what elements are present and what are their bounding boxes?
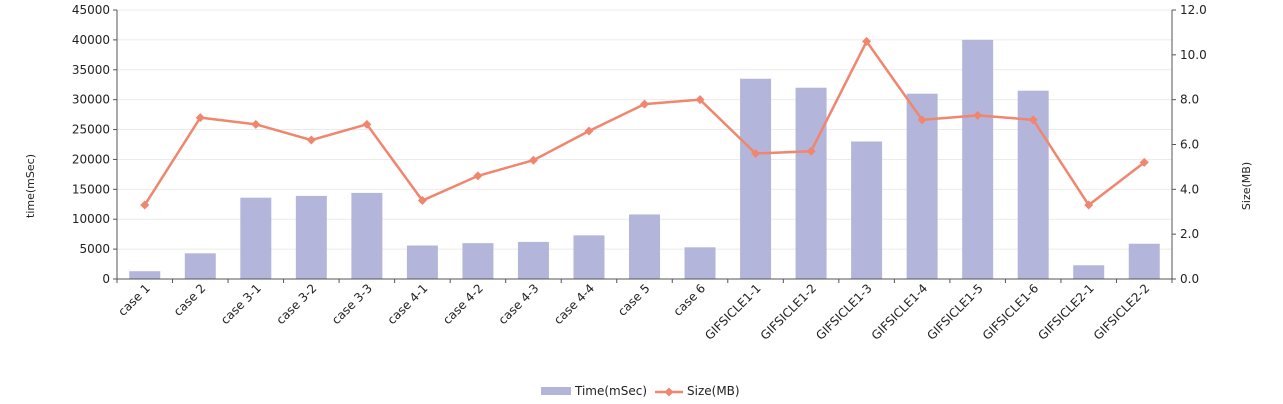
- size-line-path: [143, 38, 1145, 207]
- left-tick-label-2: 10000: [72, 212, 110, 226]
- x-tick-label-13: GIFSICLE1-3: [813, 281, 874, 342]
- x-tick-label-8: case 4-4: [551, 281, 597, 327]
- bar-2: [240, 197, 272, 279]
- bar-17: [1073, 265, 1105, 279]
- legend-label-size: Size(MB): [687, 384, 740, 398]
- size-point-10: [695, 95, 705, 105]
- left-tick-label-7: 35000: [72, 63, 110, 77]
- bar-series-time: [129, 39, 1160, 280]
- size-point-7: [528, 155, 538, 165]
- gridlines: [117, 9, 1172, 280]
- bar-15: [962, 39, 994, 280]
- bar-1: [184, 253, 216, 279]
- bar-13: [851, 141, 883, 279]
- legend-swatch-size-marker: [664, 387, 674, 397]
- left-tick-label-9: 45000: [72, 3, 110, 17]
- bar-5: [406, 245, 438, 279]
- size-point-14: [917, 115, 927, 125]
- bar-3: [295, 195, 327, 279]
- bar-0: [129, 271, 161, 279]
- right-tick-label-5: 10.0: [1180, 48, 1207, 62]
- bar-18: [1128, 243, 1160, 279]
- size-point-1: [195, 113, 205, 123]
- left-tick-label-8: 40000: [72, 33, 110, 47]
- right-tick-label-3: 6.0: [1180, 138, 1199, 152]
- x-tick-label-0: case 1: [115, 281, 153, 319]
- bar-8: [573, 235, 605, 279]
- left-tick-label-4: 20000: [72, 152, 110, 166]
- bar-10: [684, 247, 716, 279]
- bar-4: [351, 192, 383, 279]
- x-tick-label-1: case 2: [171, 281, 209, 319]
- right-tick-label-4: 8.0: [1180, 93, 1199, 107]
- size-point-0: [140, 200, 150, 210]
- legend: Time(mSec) Size(MB): [541, 384, 740, 398]
- left-tick-label-1: 5000: [79, 242, 110, 256]
- x-tick-label-11: GIFSICLE1-1: [702, 281, 763, 342]
- x-tick-label-4: case 3-3: [329, 281, 375, 327]
- legend-swatch-time: [541, 387, 571, 395]
- x-tick-label-17: GIFSICLE2-1: [1035, 281, 1096, 342]
- size-point-17: [1084, 200, 1094, 210]
- bar-14: [906, 93, 938, 279]
- x-tick-label-12: GIFSICLE1-2: [758, 281, 819, 342]
- line-series-size: [140, 36, 1149, 210]
- right-tick-label-6: 12.0: [1180, 3, 1207, 17]
- x-tick-label-3: case 3-2: [274, 281, 320, 327]
- size-point-5: [417, 196, 427, 206]
- x-tick-label-18: GIFSICLE2-2: [1091, 281, 1152, 342]
- bar-7: [517, 241, 549, 279]
- right-tick-label-0: 0.0: [1180, 272, 1199, 286]
- left-tick-label-5: 25000: [72, 123, 110, 137]
- bar-11: [740, 78, 772, 279]
- size-point-15: [973, 110, 983, 120]
- size-point-12: [806, 146, 816, 156]
- size-point-6: [473, 171, 483, 181]
- size-point-2: [251, 119, 261, 129]
- left-axis-ticks: 0 5000 10000 15000 20000 25000 30000 35000 40000…: [72, 3, 117, 286]
- left-tick-label-0: 0: [102, 272, 110, 286]
- size-point-13: [862, 36, 872, 46]
- size-point-11: [751, 148, 761, 158]
- right-tick-label-2: 4.0: [1180, 182, 1199, 196]
- bar-9: [629, 214, 660, 279]
- x-tick-label-16: GIFSICLE1-6: [980, 281, 1041, 342]
- size-point-16: [1028, 115, 1038, 125]
- size-point-3: [306, 135, 316, 145]
- right-axis-ticks: 0.0 2.0 4.0 6.0 8.0 10.0 12.0: [1172, 3, 1207, 286]
- x-tick-label-14: GIFSICLE1-4: [869, 281, 930, 342]
- left-axis-title: time(mSec): [24, 154, 37, 218]
- right-tick-label-1: 2.0: [1180, 227, 1199, 241]
- x-tick-label-5: case 4-1: [385, 281, 431, 327]
- size-point-4: [362, 119, 372, 129]
- size-point-8: [584, 126, 594, 136]
- x-tick-label-7: case 4-3: [496, 281, 542, 327]
- x-tick-label-6: case 4-2: [440, 281, 486, 327]
- bar-12: [795, 87, 827, 279]
- size-point-9: [640, 99, 649, 109]
- x-axis-ticks: case 1 case 2 case 3-1 case 3-2 case 3-3 case…: [115, 279, 1173, 343]
- x-tick-label-10: case 6: [671, 281, 709, 319]
- bar-6: [462, 243, 494, 279]
- size-point-18: [1139, 157, 1149, 167]
- x-tick-label-2: case 3-1: [218, 281, 264, 327]
- right-axis-title: Size(MB): [1240, 162, 1253, 210]
- left-tick-label-6: 30000: [72, 93, 110, 107]
- x-tick-label-15: GIFSICLE1-5: [924, 281, 985, 342]
- legend-label-time: Time(mSec): [574, 384, 647, 398]
- x-tick-label-9: case 5: [615, 281, 653, 319]
- left-tick-label-3: 15000: [72, 182, 110, 196]
